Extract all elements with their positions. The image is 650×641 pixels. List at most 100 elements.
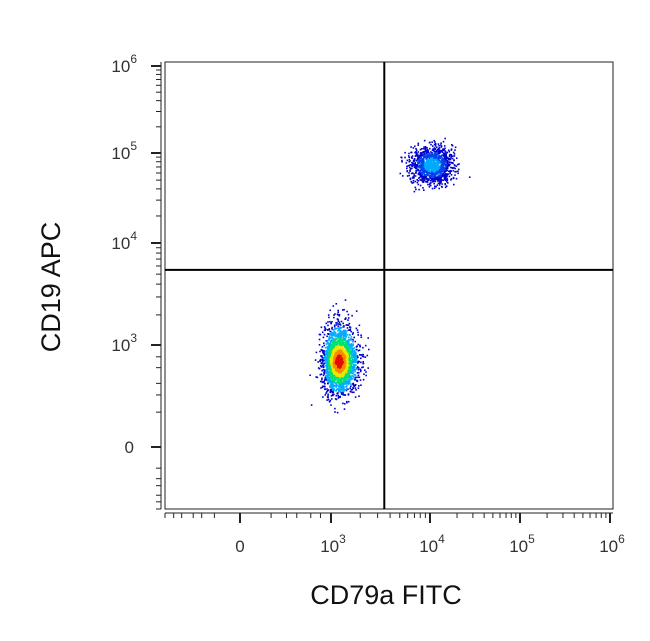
event-dot bbox=[441, 154, 444, 156]
event-dot bbox=[350, 345, 352, 348]
event-dot bbox=[429, 167, 431, 169]
event-dot bbox=[439, 149, 441, 152]
event-dot bbox=[425, 161, 427, 164]
event-dot bbox=[343, 369, 345, 371]
event-dot bbox=[414, 180, 416, 183]
event-dot bbox=[438, 187, 440, 190]
event-dot bbox=[432, 162, 434, 165]
event-dot bbox=[330, 388, 332, 391]
event-dot bbox=[324, 355, 326, 358]
event-dot bbox=[357, 368, 360, 371]
event-dot bbox=[445, 156, 447, 159]
event-dot bbox=[331, 358, 334, 361]
event-dot bbox=[345, 346, 348, 348]
event-dot bbox=[347, 350, 350, 352]
event-dot bbox=[333, 324, 336, 327]
event-dot bbox=[426, 169, 429, 171]
event-dot bbox=[349, 364, 352, 367]
event-dot bbox=[351, 383, 354, 385]
event-dot bbox=[353, 364, 356, 366]
event-dot bbox=[438, 147, 441, 149]
event-dot bbox=[352, 368, 354, 371]
event-dot bbox=[350, 350, 353, 353]
event-dot bbox=[349, 350, 352, 352]
event-dot bbox=[436, 170, 439, 172]
event-dot bbox=[345, 335, 347, 337]
event-dot bbox=[429, 176, 431, 179]
event-dot bbox=[321, 378, 323, 381]
event-dot bbox=[339, 348, 341, 350]
event-dot bbox=[342, 329, 345, 332]
event-dot bbox=[364, 356, 367, 358]
event-dot bbox=[336, 344, 338, 347]
event-dot bbox=[331, 326, 333, 329]
event-dot bbox=[327, 372, 329, 375]
event-dot bbox=[348, 348, 350, 350]
event-dot bbox=[346, 388, 348, 390]
event-dot bbox=[320, 373, 323, 375]
event-dot bbox=[447, 149, 450, 152]
event-dot bbox=[428, 155, 431, 158]
event-dot bbox=[336, 356, 339, 358]
event-dot bbox=[335, 385, 337, 387]
event-dot bbox=[336, 366, 339, 369]
event-dot bbox=[421, 158, 424, 160]
event-dot bbox=[426, 149, 429, 151]
event-dot bbox=[435, 168, 437, 170]
event-dot bbox=[426, 154, 428, 157]
event-dot bbox=[326, 339, 329, 342]
event-dot bbox=[331, 371, 334, 373]
event-dot bbox=[337, 397, 340, 399]
event-dot bbox=[325, 322, 328, 325]
event-dot bbox=[356, 372, 359, 374]
event-dot bbox=[416, 181, 419, 184]
event-dot bbox=[456, 163, 459, 166]
event-dot bbox=[445, 170, 447, 172]
event-dot bbox=[341, 359, 343, 361]
event-dot bbox=[344, 342, 347, 344]
event-dot bbox=[443, 157, 446, 160]
event-dot bbox=[354, 360, 356, 362]
event-dot bbox=[440, 181, 442, 183]
event-dot bbox=[444, 158, 447, 161]
event-dot bbox=[334, 338, 337, 341]
event-dot bbox=[445, 165, 447, 167]
event-dot bbox=[341, 381, 344, 383]
event-dot bbox=[440, 176, 443, 179]
event-dot bbox=[413, 173, 415, 175]
event-dot bbox=[434, 173, 437, 176]
event-dot bbox=[453, 183, 455, 186]
event-dot bbox=[349, 347, 352, 349]
event-dot bbox=[423, 174, 426, 176]
event-dot bbox=[444, 186, 447, 189]
event-dot bbox=[430, 167, 433, 169]
event-dot bbox=[343, 342, 346, 344]
event-dot bbox=[448, 164, 450, 167]
event-dot bbox=[329, 350, 331, 353]
event-dot bbox=[409, 170, 411, 172]
event-dot bbox=[424, 165, 426, 168]
event-dot bbox=[344, 332, 346, 334]
event-dot bbox=[434, 180, 437, 183]
event-dot bbox=[338, 339, 340, 342]
event-dot bbox=[310, 404, 313, 406]
event-dot bbox=[339, 386, 342, 388]
event-dot bbox=[423, 173, 425, 175]
event-dot bbox=[335, 369, 338, 371]
event-dot bbox=[336, 411, 339, 414]
event-dot bbox=[346, 351, 349, 353]
event-dot bbox=[359, 345, 361, 348]
event-dot bbox=[434, 176, 437, 179]
event-dot bbox=[362, 355, 365, 358]
event-dot bbox=[348, 368, 350, 370]
event-dot bbox=[434, 147, 437, 150]
event-dot bbox=[439, 181, 441, 183]
event-dot bbox=[450, 170, 452, 172]
event-dot bbox=[309, 374, 311, 376]
event-dot bbox=[426, 166, 429, 169]
event-dot bbox=[335, 351, 338, 354]
event-dot bbox=[328, 345, 330, 347]
event-dot bbox=[351, 363, 353, 365]
event-dot bbox=[357, 362, 359, 364]
event-dot bbox=[357, 367, 360, 369]
